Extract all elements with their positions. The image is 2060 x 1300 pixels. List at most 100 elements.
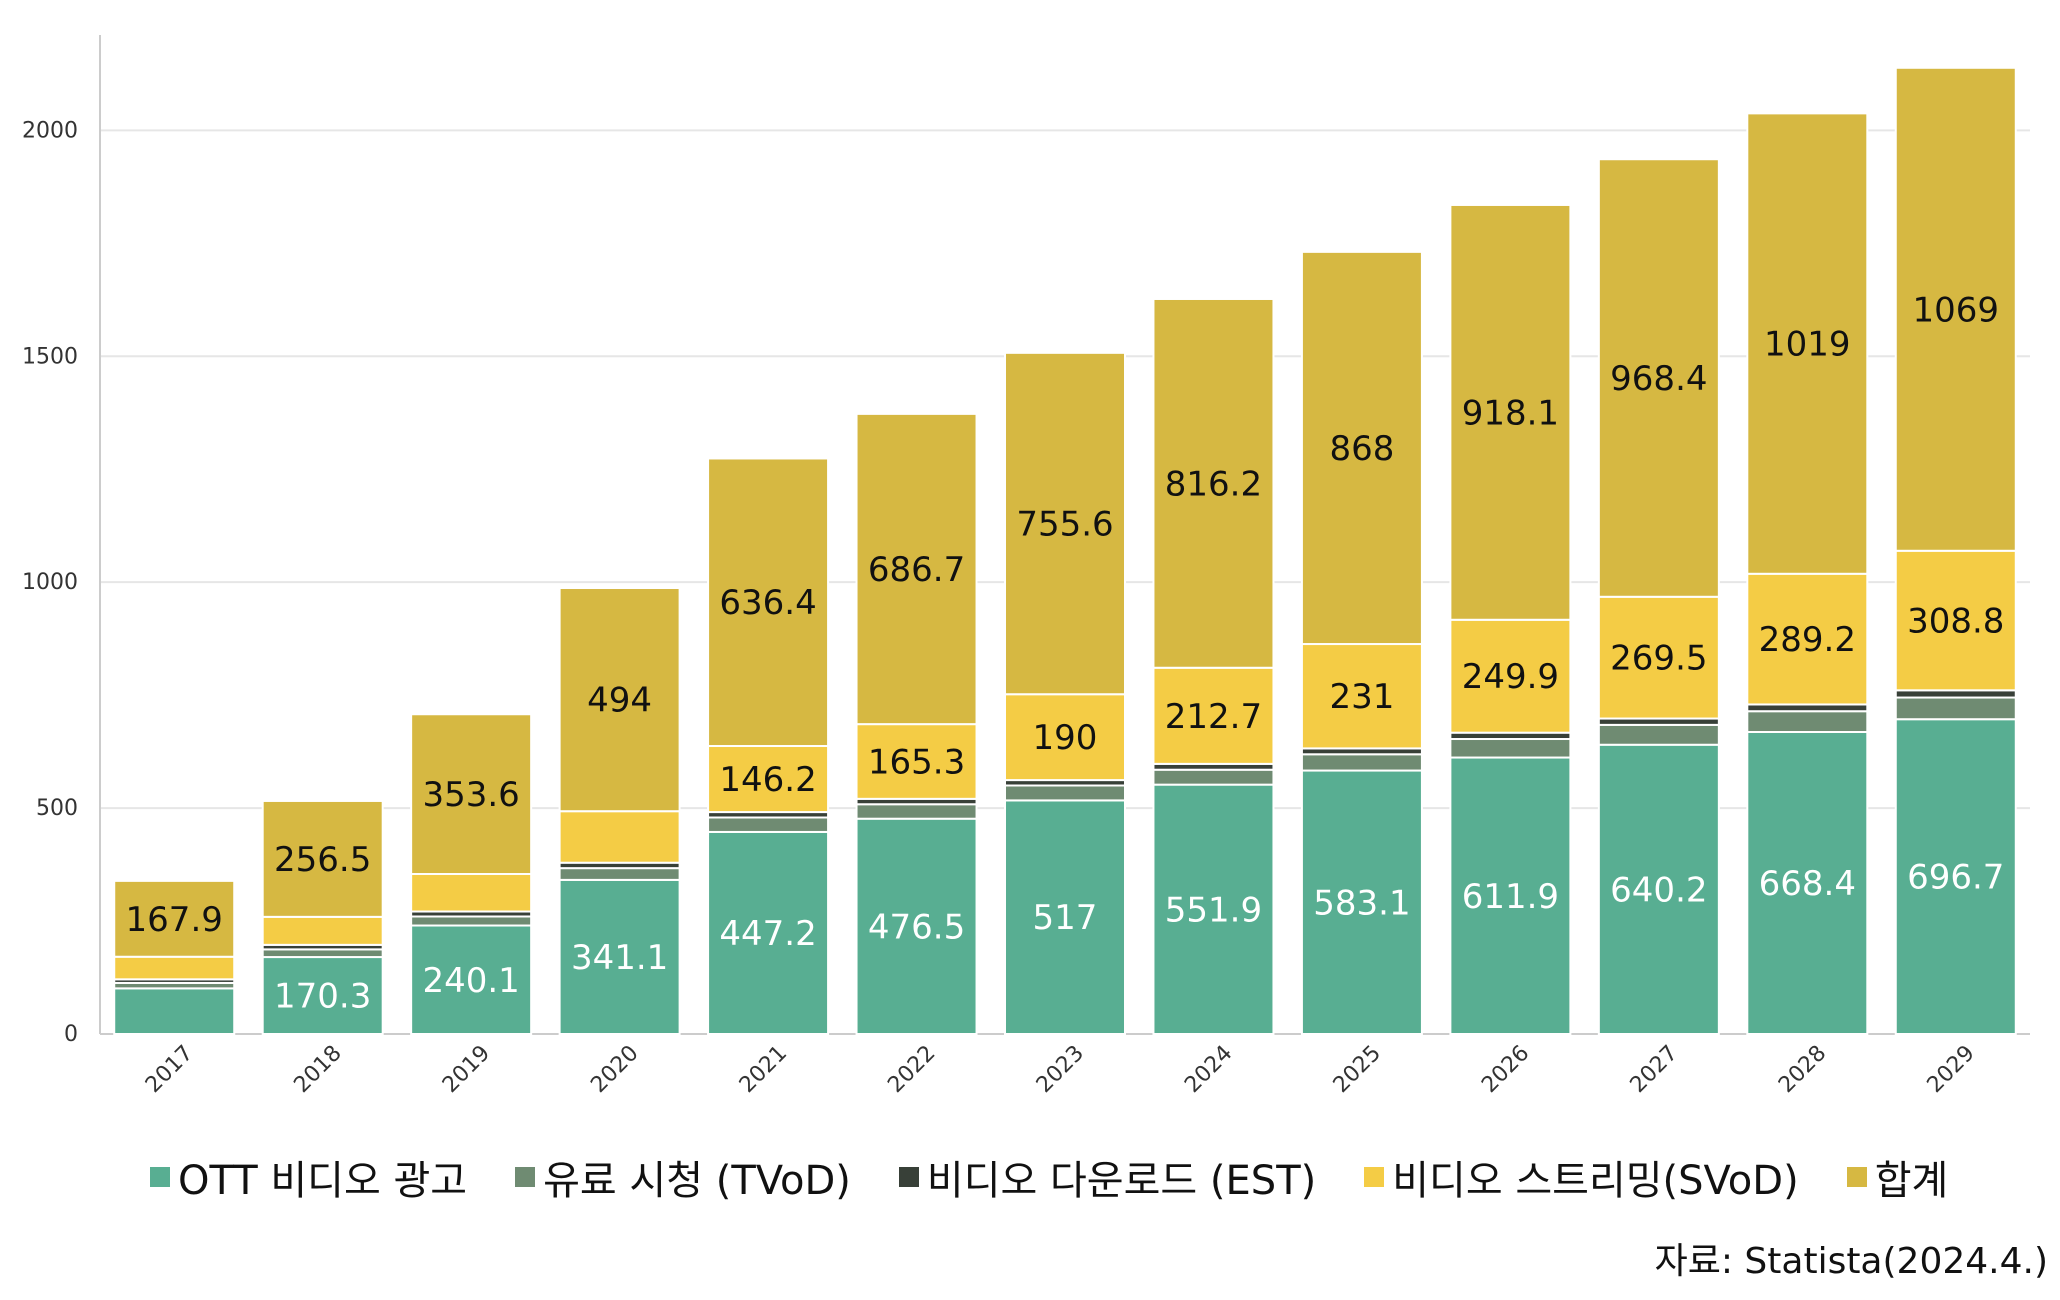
- bar-segment: [1300, 769, 1423, 1035]
- bar-segment: [1449, 738, 1572, 759]
- bar-segment: [1449, 203, 1572, 621]
- data-label: 816.2: [1165, 464, 1262, 504]
- bar-segment: [707, 745, 830, 814]
- data-label: 696.7: [1907, 858, 2004, 898]
- bar-segment: [1894, 718, 2017, 1035]
- bar-segment: [855, 723, 978, 800]
- data-label: 289.2: [1759, 620, 1856, 660]
- bar-segment: [1300, 753, 1423, 772]
- data-label: 167.9: [126, 900, 223, 940]
- bar-segment: [1004, 799, 1126, 1035]
- data-label: 146.2: [719, 760, 816, 800]
- data-label: 1019: [1764, 325, 1851, 365]
- data-label: 231: [1329, 677, 1394, 717]
- bar-segment: [113, 955, 236, 981]
- bar-segment: [558, 587, 681, 813]
- bar-segment: [1004, 351, 1126, 696]
- legend-swatch: [1846, 1167, 1867, 1187]
- bar-segment: [1152, 783, 1275, 1035]
- legend-item: 합계: [1846, 1148, 1949, 1206]
- data-label: 494: [587, 681, 652, 721]
- bar-segment: [261, 915, 384, 946]
- bar-segment: [558, 810, 681, 864]
- data-label: 611.9: [1462, 877, 1559, 917]
- bar-segment: [113, 987, 236, 1036]
- x-tick-label: 2018: [289, 1041, 346, 1098]
- legend-item: 비디오 다운로드 (EST): [898, 1148, 1317, 1206]
- x-tick-label: 2029: [1923, 1041, 1980, 1098]
- data-label: 583.1: [1313, 883, 1410, 923]
- x-tick-label: 2019: [438, 1041, 495, 1098]
- data-label: 256.5: [274, 840, 371, 880]
- bar-segment: [1894, 696, 2017, 721]
- bar-segment: [410, 915, 533, 927]
- bar-segment: [707, 816, 830, 833]
- bar-segment: [113, 879, 236, 958]
- y-tick-label: 0: [64, 1022, 78, 1047]
- bar-segment: [1449, 756, 1572, 1036]
- data-label: 755.6: [1016, 505, 1113, 545]
- bar-segment: [1746, 703, 1869, 713]
- bar-segment: [1597, 158, 1720, 598]
- data-label: 212.7: [1165, 697, 1262, 737]
- legend-swatch: [898, 1167, 919, 1187]
- x-tick-label: 2027: [1626, 1041, 1683, 1098]
- x-tick-label: 2023: [1032, 1041, 1089, 1098]
- bar-segment: [855, 817, 978, 1035]
- data-label: 476.5: [868, 907, 965, 947]
- bar-segment: [1449, 618, 1572, 734]
- legend-swatch: [515, 1167, 536, 1187]
- data-label: 517: [1033, 898, 1098, 938]
- data-label: 447.2: [719, 914, 816, 954]
- data-label: 165.3: [868, 742, 965, 782]
- bar-segment: [1597, 723, 1720, 746]
- data-label: 240.1: [422, 961, 519, 1001]
- x-tick-label: 2017: [141, 1041, 198, 1098]
- bar-segment: [707, 830, 830, 1035]
- source-note: 자료: Statista(2024.4.): [1654, 1241, 2048, 1282]
- data-label: 249.9: [1462, 657, 1559, 697]
- data-label: 170.3: [274, 977, 371, 1017]
- x-tick-label: 2022: [883, 1041, 940, 1098]
- bar-segment: [1152, 297, 1275, 669]
- bar-segment: [1894, 66, 2017, 552]
- data-label: 190: [1033, 718, 1098, 758]
- legend-swatch: [150, 1167, 170, 1187]
- bar-segment: [410, 713, 533, 876]
- y-tick-label: 2000: [22, 118, 78, 143]
- bar-segment: [855, 803, 978, 820]
- bar-segment: [1746, 710, 1869, 734]
- legend-item: 비디오 스트리밍(SVoD): [1364, 1148, 1799, 1206]
- bar-segment: [707, 457, 830, 748]
- data-label: 341.1: [571, 938, 668, 978]
- legend-label: 유료 시청 (TVoD): [543, 1158, 851, 1204]
- legend-label: 합계: [1874, 1158, 1949, 1204]
- y-tick-label: 500: [36, 796, 78, 821]
- bar-segment: [410, 924, 533, 1035]
- bar-segment: [558, 878, 681, 1036]
- legend-label: 비디오 다운로드 (EST): [926, 1158, 1317, 1204]
- chart-legend: OTT 비디오 광고 유료 시청 (TVoD) 비디오 다운로드 (EST) 비디오 …: [150, 1148, 1996, 1206]
- data-label: 868: [1329, 429, 1394, 469]
- x-tick-label: 2025: [1329, 1041, 1386, 1098]
- legend-swatch: [1364, 1167, 1385, 1187]
- x-tick-label: 2024: [1180, 1041, 1237, 1098]
- bar-segment: [261, 948, 384, 959]
- bar-segment: [410, 873, 533, 913]
- data-label: 686.7: [868, 550, 965, 590]
- legend-label: OTT 비디오 광고: [178, 1158, 468, 1204]
- legend-item: 유료 시청 (TVoD): [515, 1148, 851, 1206]
- data-label: 668.4: [1759, 864, 1856, 904]
- data-label: 269.5: [1610, 639, 1707, 679]
- data-label: 636.4: [719, 583, 816, 623]
- bar-segment: [1597, 743, 1720, 1035]
- bar-segment: [1746, 731, 1869, 1035]
- stacked-bar-chart: 0 500 1000 1500 2000 167.9 2017 170.3 256.5 2018 2…: [22, 35, 2030, 1098]
- x-tick-label: 2021: [735, 1041, 792, 1098]
- x-tick-label: 2028: [1774, 1041, 1831, 1098]
- x-tick-label: 2020: [586, 1041, 643, 1098]
- data-label: 640.2: [1610, 870, 1707, 910]
- bar-segment: [1152, 666, 1275, 765]
- data-label: 308.8: [1907, 602, 2004, 642]
- data-label: 968.4: [1610, 359, 1707, 399]
